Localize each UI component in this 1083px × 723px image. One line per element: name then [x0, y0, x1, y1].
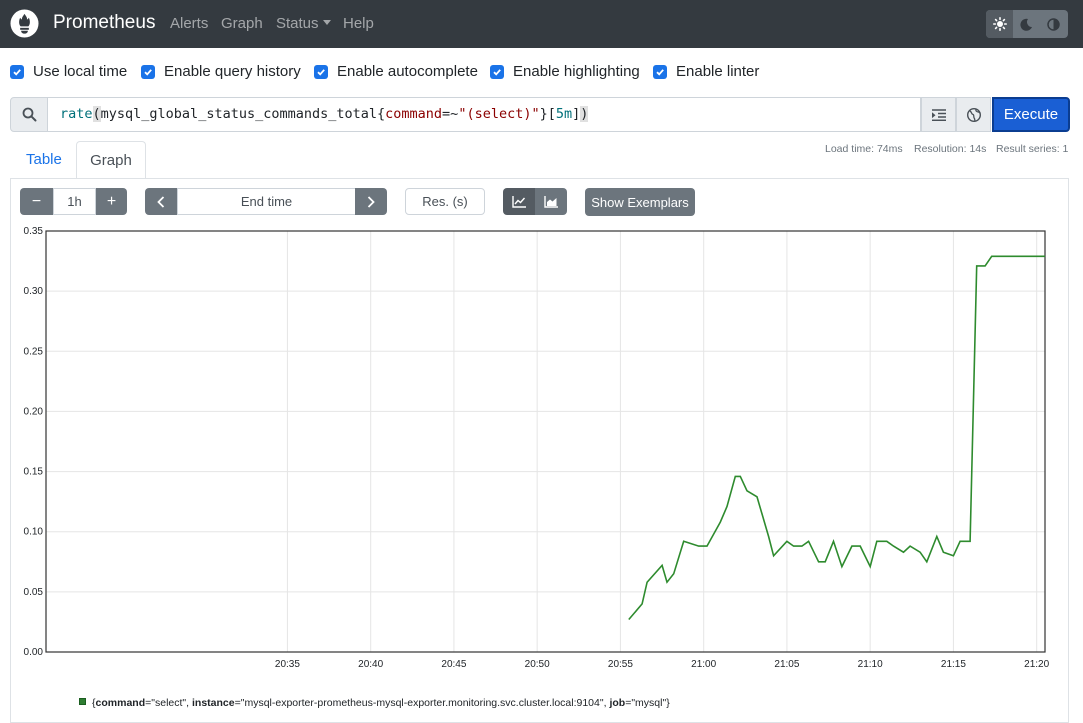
metrics-explorer-button[interactable] [956, 97, 991, 132]
checkbox-checked-icon[interactable] [10, 64, 24, 79]
query-brace: { [377, 106, 386, 122]
query-function: rate [60, 106, 93, 122]
chevron-left-icon [157, 195, 165, 208]
resolution-input[interactable]: Res. (s) [405, 188, 485, 215]
legend-value: "mysql-exporter-prometheus-mysql-exporte… [240, 697, 604, 709]
nav-status-label: Status [276, 15, 319, 32]
query-bar: rate(mysql_global_status_commands_total{… [10, 97, 1070, 132]
nav-status[interactable]: Status [276, 15, 331, 32]
query-paren: ) [580, 106, 589, 122]
globe-icon [966, 107, 981, 122]
nav-alerts[interactable]: Alerts [170, 15, 209, 32]
query-brace: } [539, 106, 548, 122]
increase-range-button[interactable]: + [96, 188, 127, 215]
checkbox-checked-icon[interactable] [314, 64, 328, 79]
option-enable-autocomplete[interactable]: Enable autocomplete [314, 63, 478, 80]
search-icon [10, 97, 48, 132]
checkbox-checked-icon[interactable] [141, 64, 155, 79]
checkbox-checked-icon[interactable] [490, 64, 504, 79]
end-time-input[interactable]: End time [177, 188, 356, 215]
result-series: Result series: 1 [996, 143, 1069, 155]
tab-table[interactable]: Table [26, 151, 62, 168]
option-enable-highlighting[interactable]: Enable highlighting [490, 63, 640, 80]
legend-swatch [79, 698, 86, 705]
option-enable-query-history[interactable]: Enable query history [141, 63, 301, 80]
tab-graph[interactable]: Graph [76, 141, 146, 179]
stacked-chart-button[interactable] [535, 188, 567, 215]
option-label: Use local time [33, 63, 128, 80]
next-time-button[interactable] [355, 188, 387, 215]
query-label-name: command [385, 106, 443, 122]
legend-value: "mysql" [631, 697, 667, 709]
legend-key: command [95, 697, 146, 709]
line-chart-icon [512, 195, 526, 208]
checkbox-checked-icon[interactable] [653, 64, 667, 79]
previous-time-button[interactable] [145, 188, 177, 215]
theme-toggle [986, 10, 1068, 38]
chevron-right-icon [367, 195, 375, 208]
chevron-down-icon [322, 20, 331, 25]
legend-item[interactable]: {command="select", instance="mysql-expor… [79, 697, 670, 709]
execute-button[interactable]: Execute [992, 97, 1070, 132]
option-label: Enable highlighting [513, 63, 640, 80]
prometheus-logo-icon[interactable] [10, 9, 39, 38]
query-paren: ( [92, 106, 101, 122]
query-operator: =~ [442, 106, 459, 122]
query-input[interactable]: rate(mysql_global_status_commands_total{… [48, 97, 921, 132]
legend-key: instance [191, 697, 235, 709]
sun-icon [992, 17, 1007, 31]
range-input[interactable]: 1h [53, 188, 96, 215]
option-label: Enable autocomplete [337, 63, 478, 80]
option-label: Enable linter [676, 63, 760, 80]
query-range: 5m [555, 106, 573, 122]
query-bracket: ] [572, 106, 581, 122]
legend-brace: { [92, 697, 96, 709]
brand-title[interactable]: Prometheus [53, 12, 156, 33]
load-time: Load time: 74ms [825, 143, 903, 155]
graph-panel [10, 178, 1069, 723]
half-circle-icon [1047, 17, 1060, 31]
unstacked-chart-button[interactable] [503, 188, 535, 215]
format-query-button[interactable] [921, 97, 956, 132]
option-enable-linter[interactable]: Enable linter [653, 63, 759, 80]
legend-key: job [609, 697, 626, 709]
nav-help[interactable]: Help [343, 15, 374, 32]
query-label-value: "(select)" [458, 106, 540, 122]
option-use-local-time[interactable]: Use local time [10, 63, 127, 80]
area-chart-icon [544, 195, 558, 208]
legend-brace: } [666, 697, 670, 709]
resolution: Resolution: 14s [914, 143, 987, 155]
theme-auto-button[interactable] [1040, 10, 1067, 38]
moon-icon [1020, 18, 1032, 31]
legend-value: "select" [151, 697, 187, 709]
decrease-range-button[interactable]: − [20, 188, 53, 215]
option-label: Enable query history [164, 63, 301, 80]
theme-dark-button[interactable] [1013, 10, 1040, 38]
navbar: Prometheus Alerts Graph Status Help [0, 0, 1083, 48]
query-bracket: [ [547, 106, 556, 122]
theme-light-button[interactable] [986, 10, 1013, 38]
query-metric: mysql_global_status_commands_total [100, 106, 377, 122]
show-exemplars-button[interactable]: Show Exemplars [585, 188, 695, 216]
indent-icon [931, 108, 946, 121]
nav-graph[interactable]: Graph [221, 15, 263, 32]
